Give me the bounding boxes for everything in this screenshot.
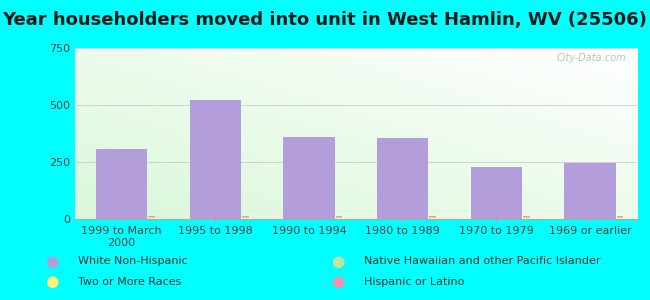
Bar bbox=[336, 218, 343, 219]
Text: Hispanic or Latino: Hispanic or Latino bbox=[364, 277, 464, 287]
Bar bbox=[430, 218, 436, 219]
Bar bbox=[617, 216, 623, 217]
Text: Native Hawaiian and other Pacific Islander: Native Hawaiian and other Pacific Island… bbox=[364, 256, 601, 266]
Text: ●: ● bbox=[332, 254, 344, 268]
Bar bbox=[430, 217, 436, 218]
Bar bbox=[242, 217, 248, 218]
Bar bbox=[96, 149, 148, 219]
Bar bbox=[377, 138, 428, 219]
Text: Two or More Races: Two or More Races bbox=[78, 277, 181, 287]
Text: White Non-Hispanic: White Non-Hispanic bbox=[78, 256, 188, 266]
Text: ●: ● bbox=[332, 274, 344, 290]
Bar bbox=[617, 218, 623, 219]
Bar bbox=[336, 217, 343, 218]
Bar bbox=[617, 217, 623, 218]
Bar bbox=[148, 216, 155, 217]
Bar bbox=[242, 218, 248, 219]
Bar bbox=[471, 167, 522, 219]
Bar bbox=[242, 216, 248, 217]
Bar bbox=[336, 216, 343, 217]
Bar bbox=[523, 218, 530, 219]
Bar bbox=[148, 218, 155, 219]
Bar bbox=[523, 217, 530, 218]
Text: ●: ● bbox=[46, 274, 58, 290]
Bar bbox=[430, 216, 436, 217]
Bar bbox=[523, 216, 530, 217]
Bar bbox=[283, 137, 335, 219]
Bar bbox=[190, 100, 241, 219]
Bar bbox=[564, 163, 616, 219]
Text: City-Data.com: City-Data.com bbox=[556, 53, 626, 63]
Bar bbox=[148, 217, 155, 218]
Text: Year householders moved into unit in West Hamlin, WV (25506): Year householders moved into unit in Wes… bbox=[3, 11, 647, 28]
Text: ●: ● bbox=[46, 254, 58, 268]
